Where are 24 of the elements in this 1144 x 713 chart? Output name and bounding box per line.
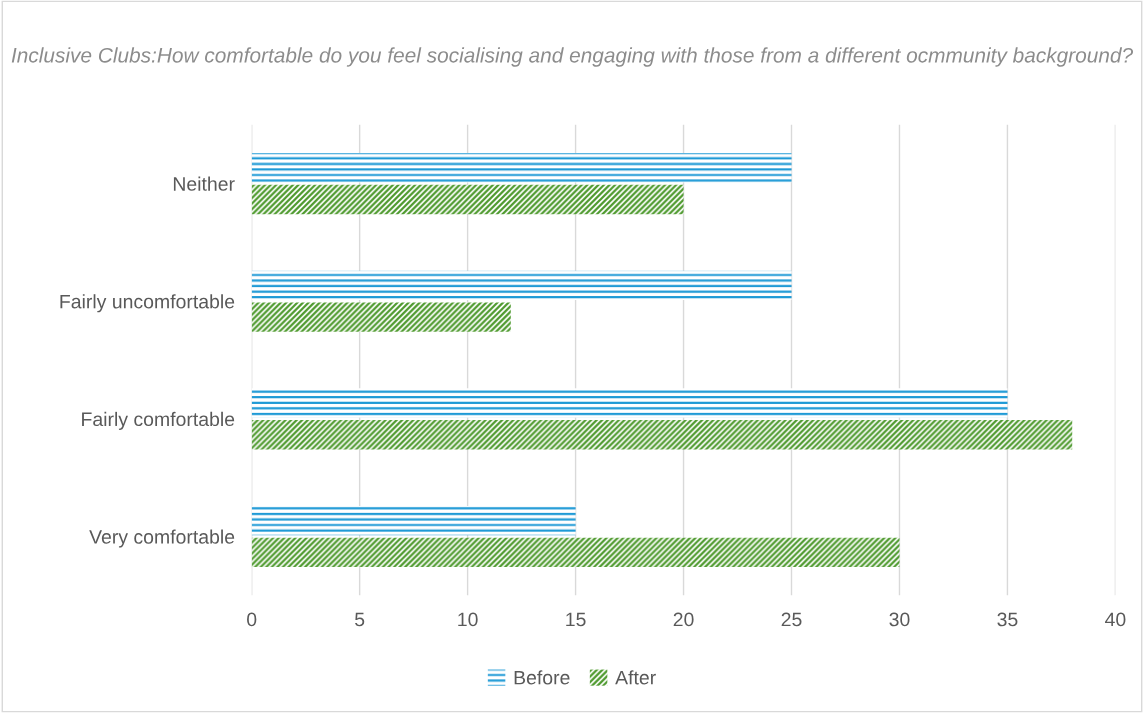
x-tick-label: 15 — [566, 612, 586, 627]
bar — [251, 505, 576, 536]
bar — [251, 388, 1008, 418]
bar — [251, 537, 900, 568]
y-tick-label: Neither — [173, 176, 235, 191]
bar — [251, 153, 792, 183]
x-tick-label: 35 — [997, 612, 1018, 627]
bar — [251, 184, 684, 215]
chart-title: Inclusive Clubs:How comfortable do you feel socialising and engaging with those from a different ocmmunity background? — [11, 47, 1134, 67]
legend-label: After — [615, 670, 656, 685]
x-tick-label: 0 — [247, 612, 257, 627]
x-tick-label: 40 — [1105, 612, 1126, 627]
x-tick-label: 5 — [355, 612, 365, 627]
legend-label: Before — [514, 670, 570, 685]
x-tick-label: 30 — [889, 612, 910, 627]
x-tick-label: 20 — [673, 612, 694, 627]
y-tick-label: Fairly uncomfortable — [60, 294, 235, 313]
x-tick-label: 10 — [458, 612, 478, 627]
y-tick-label: Very comfortable — [89, 529, 235, 548]
bar — [251, 420, 1073, 450]
bar — [251, 270, 792, 301]
bar — [251, 302, 511, 332]
y-tick-label: Fairly comfortable — [82, 411, 235, 430]
x-tick-label: 25 — [781, 612, 802, 627]
